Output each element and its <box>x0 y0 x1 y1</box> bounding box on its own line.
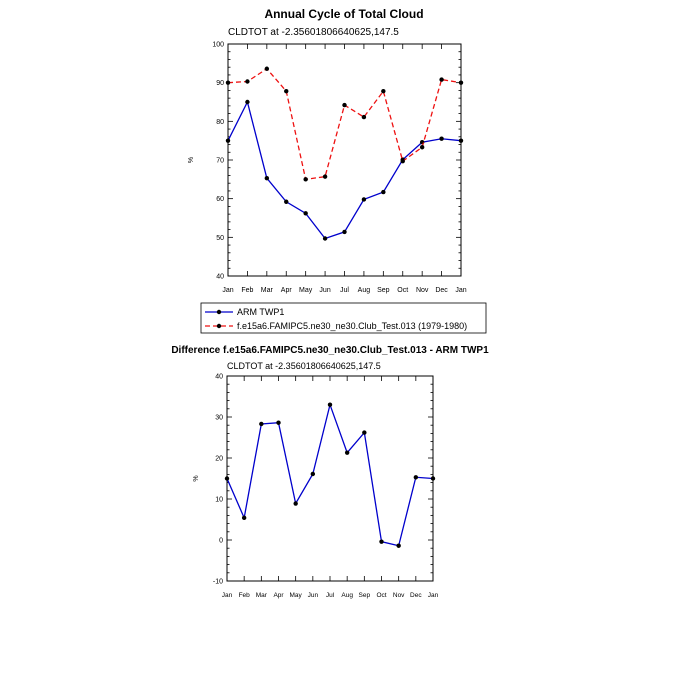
chart2-series-line-1 <box>226 402 434 547</box>
chart2-series-1-point <box>293 501 298 506</box>
chart1-series-2-point <box>458 80 464 85</box>
chart2-series-1-point <box>362 430 367 435</box>
legend-marker-model <box>216 323 222 329</box>
legend-label-arm: ARM TWP1 <box>237 307 284 317</box>
chart1-xtick-label: Aug <box>358 287 371 294</box>
chart2-ytick-label: 20 <box>215 456 223 463</box>
chart1-series-2-point <box>322 174 328 179</box>
chart2-series-1-point <box>396 543 401 548</box>
chart1-series-1-point <box>342 229 347 235</box>
chart1-series-1-point <box>361 197 367 202</box>
chart2-xtick-label: May <box>290 592 303 599</box>
chart1-series-2-point <box>419 145 425 150</box>
legend-box <box>200 302 487 334</box>
chart1-xtick-label: Dec <box>435 287 448 294</box>
chart2-xtick-label: Sep <box>359 592 371 599</box>
chart2-ytick-label: 10 <box>215 497 223 504</box>
chart2-series-1-point <box>310 471 316 477</box>
chart1-xtick-label: Jan <box>455 287 466 294</box>
legend-label-model: f.e15a6.FAMIPC5.ne30_ne30.Club_Test.013 … <box>237 321 467 331</box>
chart2-xtick-label: Jun <box>308 592 319 599</box>
chart2-series-1-point <box>224 476 230 481</box>
chart2-series-1-point <box>413 475 419 480</box>
chart1-plot: 40 50 60 70 80 90 100 Jan Feb Mar Apr May Jun Jul Aug S… <box>188 42 467 295</box>
chart2-xtick-label: Jan <box>428 592 439 599</box>
chart2-series-1-point <box>327 402 333 407</box>
chart1-xtick-label: Jul <box>340 287 349 294</box>
chart1-ytick-label: 90 <box>216 80 224 87</box>
chart1-series-2-point <box>245 79 250 84</box>
chart1-series-2-point <box>284 88 289 94</box>
chart1-series-2-point <box>400 158 405 164</box>
chart2-series-1-point <box>344 450 350 455</box>
chart1-series-2-point <box>342 102 347 108</box>
legend-marker-arm <box>216 309 222 315</box>
chart1-series-2-point <box>361 114 367 120</box>
chart1-series-2-point <box>225 80 231 85</box>
chart1-ytick-label: 80 <box>216 119 224 126</box>
chart1-series-line-1 <box>227 100 462 240</box>
chart2-ytick-label: -10 <box>213 579 223 586</box>
chart1-title: Annual Cycle of Total Cloud <box>264 7 423 21</box>
chart2-xtick-label: Jan <box>222 592 233 599</box>
chart1-xtick-label: Sep <box>377 287 390 294</box>
chart2-xtick-label: Nov <box>393 592 405 599</box>
chart1-series-1-point <box>439 136 444 141</box>
chart1-xtick-label: Jun <box>319 287 330 294</box>
chart1-series-1-point <box>225 138 231 143</box>
chart2-xtick-label: Oct <box>376 592 386 599</box>
chart1-series-2-point <box>264 66 270 71</box>
chart1-series-1-point <box>284 199 289 204</box>
chart2-subtitle: CLDTOT at -2.35601806640625,147.5 <box>227 361 381 371</box>
chart1-xtick-label: Jan <box>222 287 233 294</box>
chart1-ytick-label: 100 <box>212 42 224 49</box>
chart2-series-1-point <box>430 476 436 481</box>
chart1-xtick-label: Oct <box>397 287 408 294</box>
chart1-subtitle: CLDTOT at -2.35601806640625,147.5 <box>228 27 399 38</box>
chart1-ylabel: % <box>188 157 195 163</box>
chart1-series-1-point <box>458 138 464 143</box>
chart1-series-1-point <box>381 189 386 195</box>
chart1-series-2-point <box>439 77 444 82</box>
chart1-series-1-point <box>303 211 308 216</box>
chart1-ytick-label: 70 <box>216 158 224 165</box>
chart1-legend: ARM TWP1 f.e15a6.FAMIPC5.ne30_ne30.Club_… <box>200 302 487 334</box>
chart2-xtick-label: Apr <box>273 592 284 599</box>
chart2-xtick-label: Mar <box>256 592 268 599</box>
chart2-xtick-label: Dec <box>410 592 422 599</box>
chart2-xtick-label: Jul <box>326 592 335 599</box>
chart1-ytick-label: 40 <box>216 274 224 281</box>
chart1-series-1-point <box>245 99 250 105</box>
chart1-series-2-point <box>303 177 308 182</box>
chart1-xtick-label: Nov <box>416 287 429 294</box>
chart1-xtick-label: Feb <box>241 287 253 294</box>
chart2-series-1-point <box>379 539 384 544</box>
chart2-ytick-label: 30 <box>215 415 223 422</box>
chart1-plot-frame <box>227 43 462 277</box>
chart2-ylabel: % <box>193 475 200 481</box>
chart1-xtick-label: May <box>299 287 313 294</box>
chart2-xtick-label: Feb <box>239 592 251 599</box>
chart1-ytick-label: 50 <box>216 235 224 242</box>
chart2-ytick-label: 40 <box>215 374 223 381</box>
chart2-series-1-point <box>259 421 264 427</box>
chart1-series-1-point <box>264 175 270 181</box>
chart1-series-1-point <box>322 236 328 241</box>
chart2-ytick-label: 0 <box>219 538 223 545</box>
chart2-title: Difference f.e15a6.FAMIPC5.ne30_ne30.Clu… <box>171 345 489 356</box>
chart2-plot: -10 0 10 20 30 40 Jan Feb Mar Apr May Jun Jul Aug Sep O… <box>193 374 439 600</box>
chart2-xtick-label: Aug <box>341 592 353 599</box>
chart1-series-2-point <box>381 88 386 94</box>
chart1-xtick-label: Apr <box>281 287 293 294</box>
chart2-series-1-point <box>276 420 281 425</box>
chart1-ytick-label: 60 <box>216 196 224 203</box>
chart2-series-1-point <box>241 515 247 521</box>
chart1-xtick-label: Mar <box>261 287 274 294</box>
